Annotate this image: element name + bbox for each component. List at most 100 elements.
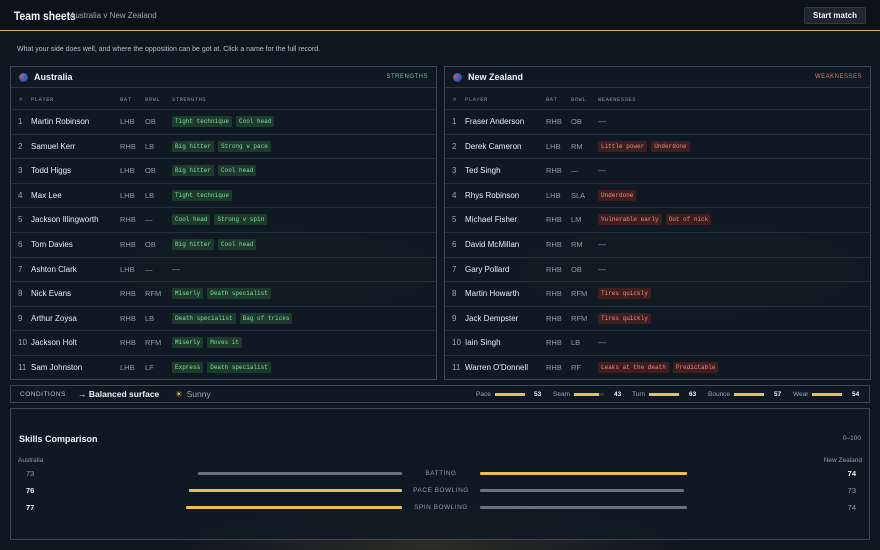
player-name[interactable]: Rhys Robinson bbox=[465, 190, 520, 200]
meter-bar bbox=[495, 393, 525, 396]
trait-chips: Express Death specialist bbox=[172, 361, 271, 373]
trait-chips: Tight technique bbox=[172, 189, 233, 201]
trait-chip: Out of nick bbox=[665, 214, 712, 226]
trait-chip: Predictable bbox=[672, 361, 719, 373]
player-name[interactable]: Fraser Anderson bbox=[465, 117, 525, 126]
player-row[interactable]: 9 Jack Dempster RHB RFM Tires quickly bbox=[445, 305, 870, 331]
player-name[interactable]: Ted Singh bbox=[465, 166, 501, 176]
player-name[interactable]: Martin Robinson bbox=[31, 117, 90, 126]
no-traits: — bbox=[172, 264, 180, 274]
player-row[interactable]: 3 Todd Higgs LHB OB Big hitter Cool head bbox=[11, 158, 436, 183]
player-name[interactable]: Jackson Holt bbox=[31, 338, 77, 348]
player-number: 8 bbox=[452, 289, 457, 299]
player-row[interactable]: 4 Rhys Robinson LHB SLA Underdone bbox=[445, 182, 870, 208]
player-row[interactable]: 1 Fraser Anderson RHB OB — bbox=[445, 109, 870, 134]
trait-chip: Tight technique bbox=[172, 189, 233, 201]
player-name[interactable]: Samuel Kerr bbox=[31, 141, 76, 151]
trait-chip: Moves it bbox=[207, 337, 243, 349]
batting-hand: LHB bbox=[546, 141, 561, 151]
page-subtitle: What your side does well, and where the … bbox=[17, 46, 321, 53]
skill-right-bar bbox=[480, 506, 688, 509]
team-name: Australia bbox=[34, 72, 73, 82]
player-row[interactable]: 6 Tom Davies RHB OB Big hitter Cool head bbox=[11, 231, 436, 257]
player-number: 2 bbox=[452, 141, 457, 151]
batting-hand: RHB bbox=[120, 141, 136, 151]
player-name[interactable]: Martin Howarth bbox=[465, 289, 520, 299]
trait-chips: Leaks at the death Predictable bbox=[598, 361, 719, 373]
player-name[interactable]: Derek Cameron bbox=[465, 141, 522, 151]
app-title: Team sheets bbox=[14, 9, 76, 23]
col-header-strengths: STRENGTHS bbox=[172, 96, 207, 103]
player-row[interactable]: 1 Martin Robinson LHB OB Tight technique Cool… bbox=[11, 109, 436, 134]
skill-row: 77 SPIN BOWLING 74 bbox=[11, 503, 871, 515]
breadcrumb[interactable]: Australia v New Zealand bbox=[70, 11, 157, 20]
player-name[interactable]: Todd Higgs bbox=[31, 166, 72, 176]
player-name[interactable]: Iain Singh bbox=[465, 338, 501, 348]
bowling-style: — bbox=[145, 264, 153, 274]
player-row[interactable]: 3 Ted Singh RHB — — bbox=[445, 158, 870, 183]
trait-chip: Little power bbox=[598, 140, 648, 152]
player-row[interactable]: 4 Max Lee LHB LB Tight technique bbox=[11, 182, 436, 208]
player-row[interactable]: 8 Nick Evans RHB RFM Miserly Death specialist bbox=[11, 281, 436, 306]
trait-chip: Miserly bbox=[172, 288, 204, 300]
trait-chip: Big hitter bbox=[172, 238, 215, 250]
player-row[interactable]: 5 Jackson Illingworth RHB — Cool head Strong … bbox=[11, 207, 436, 232]
skills-right-team: New Zealand bbox=[823, 457, 862, 464]
player-name[interactable]: Jack Dempster bbox=[465, 313, 519, 323]
player-name[interactable]: Tom Davies bbox=[31, 239, 73, 249]
trait-chips: Miserly Death specialist bbox=[172, 288, 271, 300]
player-row[interactable]: 10 Jackson Holt RHB RFM Miserly Moves it bbox=[11, 330, 436, 355]
conditions-bar: CONDITIONS → Balanced surface ☀ Sunny Pac… bbox=[10, 385, 870, 403]
player-name[interactable]: Warren O'Donnell bbox=[465, 362, 529, 372]
condition-meter: Pace 53 bbox=[476, 391, 541, 398]
skills-range: 0–100 bbox=[842, 435, 861, 442]
batting-hand: RHB bbox=[546, 166, 562, 176]
player-name[interactable]: Nick Evans bbox=[31, 289, 72, 299]
meter-bar bbox=[574, 393, 604, 396]
bowling-style: SLA bbox=[571, 190, 586, 200]
batting-hand: RHB bbox=[120, 338, 136, 348]
australia-flag-icon bbox=[19, 73, 28, 82]
meter-label: Bounce bbox=[708, 391, 731, 398]
start-match-button[interactable]: Start match bbox=[804, 7, 866, 24]
player-row[interactable]: 5 Michael Fisher RHB LM Vulnerable early Out … bbox=[445, 207, 870, 232]
bowling-style: — bbox=[145, 215, 153, 225]
trait-chip: Underdone bbox=[651, 140, 690, 152]
player-name[interactable]: Michael Fisher bbox=[465, 215, 518, 225]
player-row[interactable]: 7 Gary Pollard RHB OB — bbox=[445, 256, 870, 282]
player-row[interactable]: 8 Martin Howarth RHB RFM Tires quickly bbox=[445, 281, 870, 306]
skill-category: BATTING bbox=[425, 470, 457, 477]
australia-player-list: 1 Martin Robinson LHB OB Tight technique Cool… bbox=[11, 109, 436, 380]
batting-hand: RHB bbox=[120, 289, 136, 299]
meter-label: Wear bbox=[793, 391, 809, 398]
trait-chips: Little power Underdone bbox=[598, 140, 690, 152]
player-name[interactable]: Arthur Zoysa bbox=[31, 313, 77, 323]
player-row[interactable]: 11 Warren O'Donnell RHB RF Leaks at the deat… bbox=[445, 354, 870, 380]
strengths-tag: STRENGTHS bbox=[386, 74, 428, 80]
player-name[interactable]: Gary Pollard bbox=[465, 264, 510, 274]
player-row[interactable]: 11 Sam Johnston LHB LF Express Death speciali… bbox=[11, 354, 436, 380]
player-number: 4 bbox=[452, 190, 457, 200]
player-row[interactable]: 9 Arthur Zoysa RHB LB Death specialist Bag of… bbox=[11, 305, 436, 331]
player-row[interactable]: 6 David McMillan RHB RM — bbox=[445, 231, 870, 257]
player-row[interactable]: 2 Samuel Kerr RHB LB Big hitter Strong v pace bbox=[11, 133, 436, 159]
player-row[interactable]: 2 Derek Cameron LHB RM Little power Underdone bbox=[445, 133, 870, 159]
player-number: 7 bbox=[452, 264, 457, 274]
player-row[interactable]: 10 Iain Singh RHB LB — bbox=[445, 330, 870, 355]
player-number: 3 bbox=[452, 166, 457, 176]
trait-chip: Underdone bbox=[598, 189, 637, 201]
player-name[interactable]: Jackson Illingworth bbox=[31, 215, 99, 225]
player-name[interactable]: Ashton Clark bbox=[31, 264, 77, 274]
bowling-style: LF bbox=[145, 362, 154, 372]
col-header-player: PLAYER bbox=[465, 96, 488, 103]
player-number: 10 bbox=[18, 338, 27, 348]
skill-category: SPIN BOWLING bbox=[414, 504, 468, 511]
player-name[interactable]: Sam Johnston bbox=[31, 362, 83, 372]
player-number: 5 bbox=[18, 215, 23, 225]
meter-value: 54 bbox=[852, 391, 860, 398]
meter-value: 43 bbox=[614, 391, 622, 398]
player-name[interactable]: Max Lee bbox=[31, 190, 62, 200]
newzealand-player-list: 1 Fraser Anderson RHB OB — 2 Derek Cameron LHB R… bbox=[445, 109, 870, 380]
player-row[interactable]: 7 Ashton Clark LHB — — bbox=[11, 256, 436, 282]
player-name[interactable]: David McMillan bbox=[465, 239, 520, 249]
